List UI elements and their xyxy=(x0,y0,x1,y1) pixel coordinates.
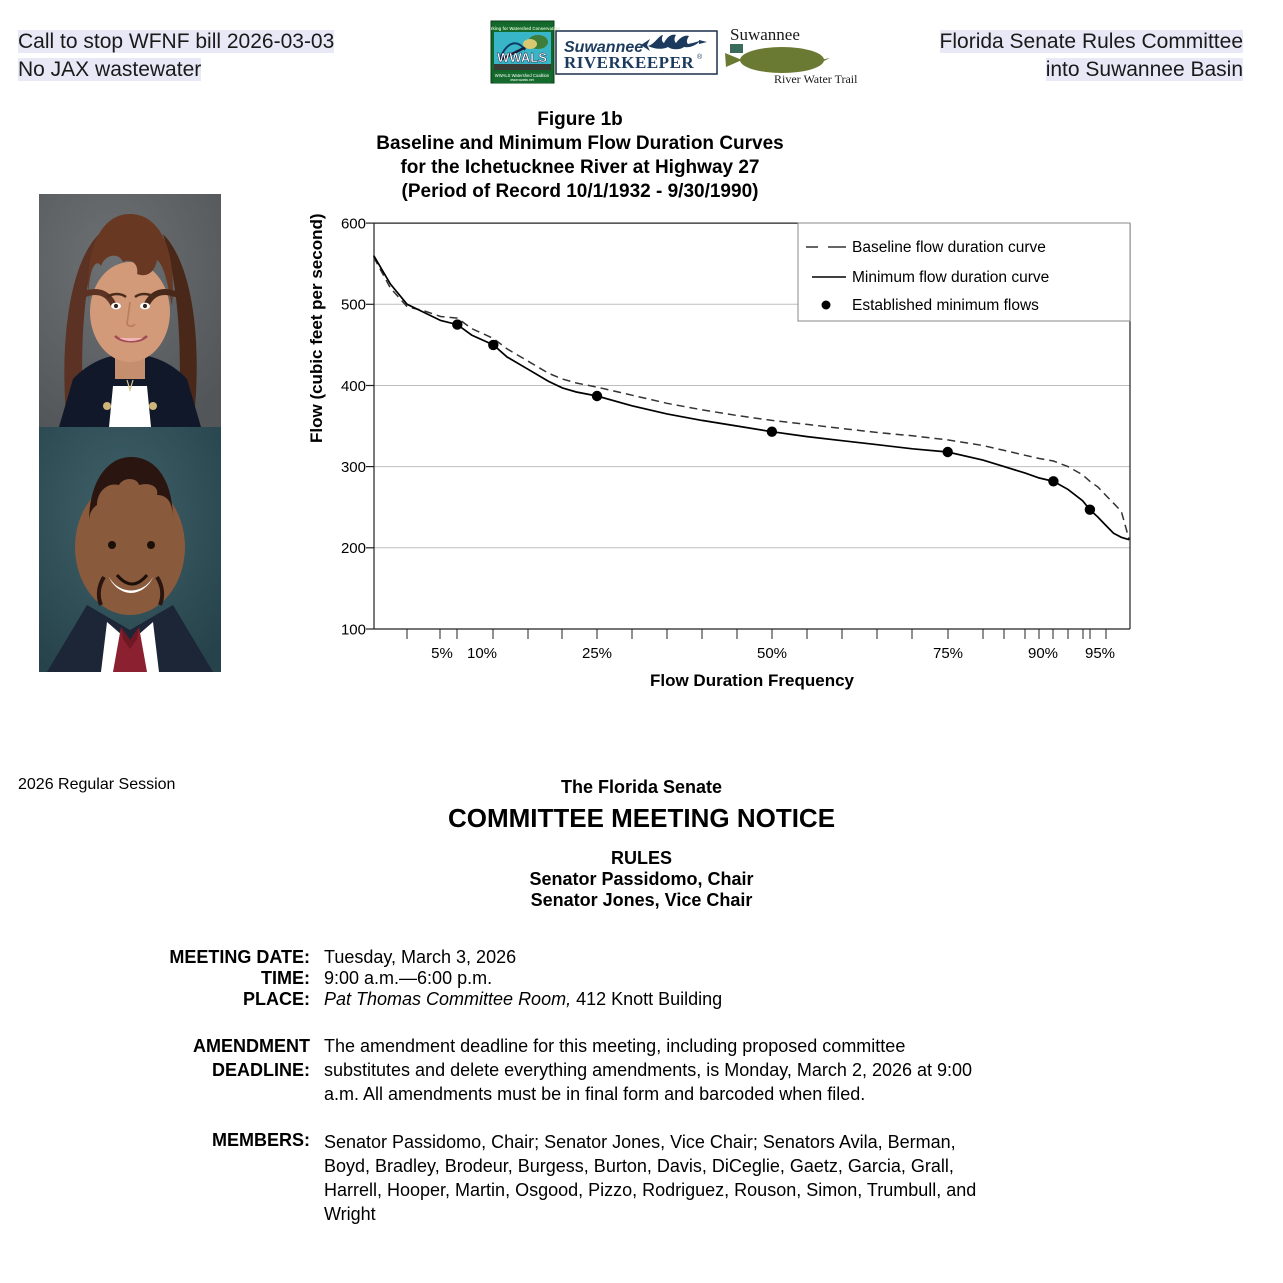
svg-text:®: ® xyxy=(697,53,703,61)
svg-text:500: 500 xyxy=(341,297,366,314)
svg-text:50%: 50% xyxy=(757,645,787,662)
svg-text:300: 300 xyxy=(341,459,366,476)
svg-text:Baseline flow duration curve: Baseline flow duration curve xyxy=(852,239,1046,256)
svg-text:Minimum flow duration curve: Minimum flow duration curve xyxy=(852,269,1049,286)
svg-text:Flow Duration Frequency: Flow Duration Frequency xyxy=(650,671,855,690)
svg-text:75%: 75% xyxy=(933,645,963,662)
svg-text:600: 600 xyxy=(341,216,366,233)
svg-text:5%: 5% xyxy=(431,645,453,662)
svg-text:River Water Trail: River Water Trail xyxy=(774,72,858,86)
svg-text:95%: 95% xyxy=(1085,645,1115,662)
svg-text:WWALS: WWALS xyxy=(497,50,547,65)
svg-text:Working for Watershed Conserva: Working for Watershed Conservation xyxy=(490,26,560,31)
svg-text:200: 200 xyxy=(341,540,366,557)
svg-text:400: 400 xyxy=(341,378,366,395)
svg-text:Suwannee: Suwannee xyxy=(730,25,800,44)
svg-text:www.wwals.net: www.wwals.net xyxy=(510,78,534,82)
svg-text:10%: 10% xyxy=(467,645,497,662)
svg-text:25%: 25% xyxy=(582,645,612,662)
svg-text:Established minimum flows: Established minimum flows xyxy=(852,297,1039,314)
svg-text:100: 100 xyxy=(341,621,366,638)
svg-text:90%: 90% xyxy=(1028,645,1058,662)
svg-text:RIVERKEEPER: RIVERKEEPER xyxy=(564,53,694,72)
svg-text:Flow (cubic feet per second): Flow (cubic feet per second) xyxy=(307,213,326,443)
